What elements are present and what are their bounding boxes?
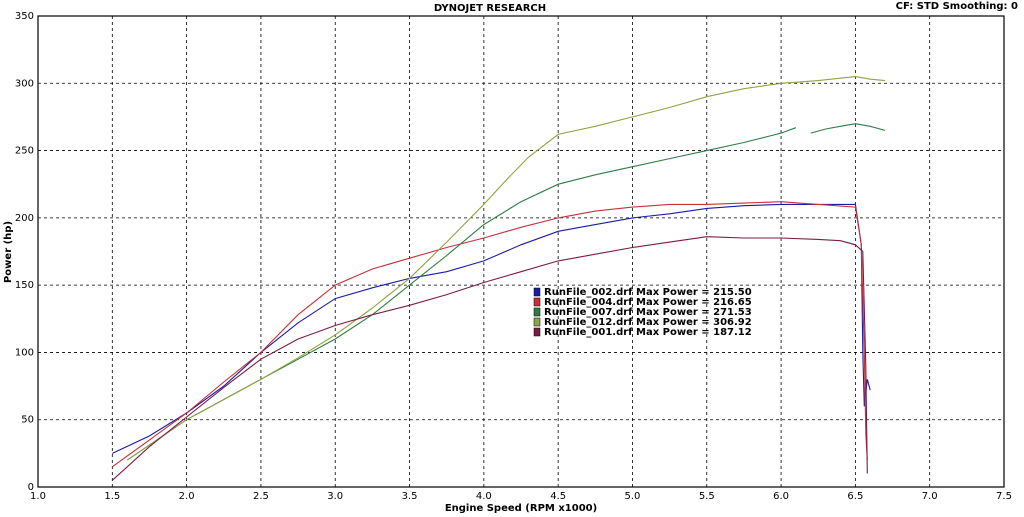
- series-line: [111, 201, 868, 468]
- y-tick-label: 0: [28, 482, 34, 493]
- y-tick-label: 50: [21, 415, 34, 426]
- legend-label: RunFile_001.drf Max Power = 187.12: [544, 327, 752, 338]
- y-tick-label: 150: [15, 280, 34, 291]
- x-tick-label: 6.0: [773, 491, 789, 502]
- x-tick-label: 4.0: [476, 491, 492, 502]
- legend-swatch: [533, 287, 541, 297]
- x-axis-label: Engine Speed (RPM x1000): [445, 503, 597, 513]
- x-tick-label: 5.5: [699, 491, 715, 502]
- x-tick-label: 3.0: [327, 491, 343, 502]
- legend-swatch: [533, 307, 541, 317]
- legend-swatch: [533, 327, 541, 337]
- x-tick-label: 7.5: [996, 491, 1012, 502]
- y-tick-label: 200: [15, 213, 34, 224]
- chart-subtitle: CF: STD Smoothing: 0: [896, 1, 1018, 12]
- x-tick-label: 2.0: [179, 491, 195, 502]
- x-tick-label: 2.5: [253, 491, 269, 502]
- plot-border: [37, 15, 1005, 488]
- y-axis-label: Power (hp): [3, 221, 14, 283]
- legend-swatch: [533, 297, 541, 307]
- legend-label: RunFile_012.drf Max Power = 306.92: [544, 317, 752, 328]
- legend-label: RunFile_002.drf Max Power = 215.50: [544, 287, 752, 298]
- legend-swatch: [533, 317, 541, 327]
- plot-area: [38, 16, 1004, 487]
- x-tick-label: 4.5: [550, 491, 566, 502]
- series-line: [126, 76, 886, 461]
- y-tick-label: 350: [15, 11, 34, 22]
- y-tick-label: 300: [15, 78, 34, 89]
- series-line: [111, 236, 868, 481]
- legend-label: RunFile_007.drf Max Power = 271.53: [544, 307, 752, 318]
- x-tick-label: 7.0: [922, 491, 938, 502]
- y-tick-label: 250: [15, 146, 34, 157]
- legend-label: RunFile_004.drf Max Power = 216.65: [544, 297, 752, 308]
- x-tick-label: 3.5: [402, 491, 418, 502]
- y-tick-label: 100: [15, 347, 34, 358]
- chart-title: DYNOJET RESEARCH: [434, 3, 546, 14]
- x-tick-label: 1.5: [104, 491, 120, 502]
- x-tick-label: 6.5: [847, 491, 863, 502]
- x-tick-label: 1.0: [30, 491, 46, 502]
- x-tick-label: 5.0: [625, 491, 641, 502]
